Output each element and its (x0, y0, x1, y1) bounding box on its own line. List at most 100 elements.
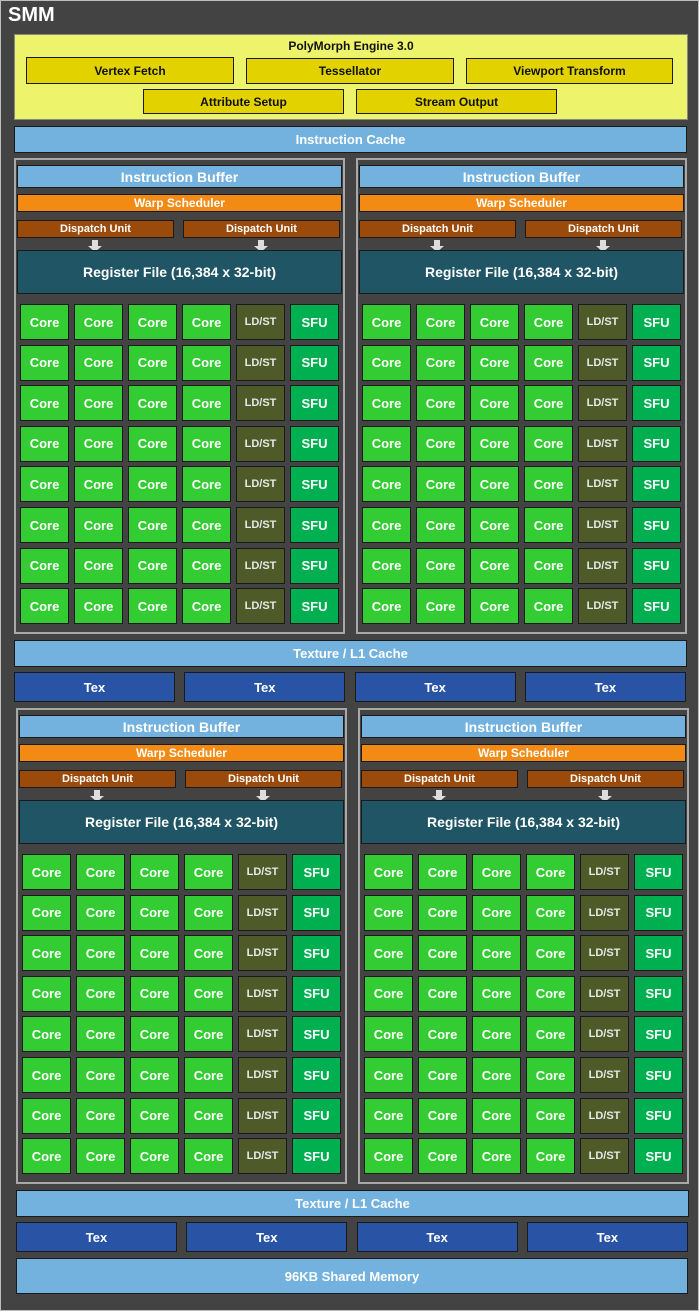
ld-st-unit: LD/ST (236, 425, 285, 462)
viewport-transform: Viewport Transform (466, 58, 673, 84)
register-file: Register File (16,384 x 32-bit) (361, 800, 686, 844)
core: Core (182, 304, 231, 340)
core: Core (20, 304, 69, 340)
dispatch-unit: Dispatch Unit (183, 220, 340, 238)
ld-st-unit: LD/ST (580, 854, 629, 890)
ld-st-unit: LD/ST (580, 1097, 629, 1134)
core: Core (418, 935, 467, 972)
shared-memory: 96KB Shared Memory (16, 1258, 688, 1294)
arrow-down-icon (430, 240, 444, 252)
sfu: SFU (292, 854, 341, 890)
core: Core (20, 507, 69, 543)
tex-unit: Tex (184, 672, 346, 702)
core: Core (128, 344, 177, 381)
sfu: SFU (292, 975, 341, 1012)
vertex-fetch: Vertex Fetch (26, 57, 234, 84)
ld-st-unit: LD/ST (236, 344, 285, 381)
core: Core (524, 385, 573, 422)
core: Core (362, 547, 411, 584)
sfu: SFU (290, 466, 339, 503)
ld-st-unit: LD/ST (236, 588, 285, 625)
core: Core (472, 1057, 521, 1093)
ld-st-unit: LD/ST (238, 894, 287, 931)
core: Core (364, 1057, 413, 1093)
sfu: SFU (290, 588, 339, 625)
dispatch-unit: Dispatch Unit (361, 770, 518, 788)
sfu: SFU (632, 304, 681, 340)
tex-unit: Tex (354, 672, 516, 702)
ld-st-unit: LD/ST (236, 466, 285, 503)
sfu: SFU (634, 935, 683, 972)
ld-st-unit: LD/ST (578, 385, 627, 422)
core: Core (182, 344, 231, 381)
sfu: SFU (292, 1097, 341, 1134)
ld-st-unit: LD/ST (238, 975, 287, 1012)
core: Core (470, 385, 519, 422)
core: Core (524, 425, 573, 462)
sfu: SFU (634, 1097, 683, 1134)
core: Core (20, 385, 69, 422)
core: Core (20, 344, 69, 381)
core: Core (418, 1016, 467, 1053)
core: Core (130, 854, 179, 890)
warp-scheduler: Warp Scheduler (359, 194, 684, 212)
ld-st-unit: LD/ST (578, 588, 627, 625)
core: Core (184, 1097, 233, 1134)
core: Core (472, 1138, 521, 1175)
sfu: SFU (290, 385, 339, 422)
core: Core (526, 1138, 575, 1175)
core: Core (184, 935, 233, 972)
arrow-down-icon (432, 790, 446, 802)
core: Core (22, 1138, 71, 1175)
core: Core (364, 1097, 413, 1134)
core: Core (130, 1138, 179, 1175)
core: Core (182, 385, 231, 422)
polymorph-title: PolyMorph Engine 3.0 (288, 39, 414, 53)
core: Core (184, 854, 233, 890)
attribute-setup: Attribute Setup (143, 89, 344, 114)
core: Core (526, 1097, 575, 1134)
tex-unit: Tex (524, 672, 686, 702)
processing-block-3 (16, 708, 347, 1184)
core: Core (184, 1057, 233, 1093)
warp-scheduler: Warp Scheduler (17, 194, 342, 212)
core: Core (526, 1016, 575, 1053)
core: Core (416, 425, 465, 462)
sfu: SFU (634, 894, 683, 931)
core: Core (76, 1016, 125, 1053)
core: Core (182, 425, 231, 462)
tex-unit: Tex (16, 1222, 177, 1252)
core: Core (184, 975, 233, 1012)
arrow-down-icon (254, 240, 268, 252)
arrow-down-icon (598, 790, 612, 802)
ld-st-unit: LD/ST (238, 1097, 287, 1134)
core: Core (472, 1097, 521, 1134)
core: Core (416, 466, 465, 503)
instruction-buffer: Instruction Buffer (19, 715, 344, 738)
arrow-down-icon (90, 790, 104, 802)
ld-st-unit: LD/ST (578, 304, 627, 340)
core: Core (364, 894, 413, 931)
core: Core (74, 588, 123, 625)
core: Core (524, 507, 573, 543)
ld-st-unit: LD/ST (580, 1057, 629, 1093)
core: Core (130, 1097, 179, 1134)
core: Core (524, 304, 573, 340)
core: Core (472, 935, 521, 972)
core: Core (472, 975, 521, 1012)
ld-st-unit: LD/ST (580, 894, 629, 931)
sfu: SFU (290, 304, 339, 340)
sfu: SFU (634, 1016, 683, 1053)
core: Core (74, 466, 123, 503)
core: Core (526, 935, 575, 972)
core: Core (130, 935, 179, 972)
core: Core (524, 588, 573, 625)
dispatch-unit: Dispatch Unit (185, 770, 342, 788)
core: Core (22, 1016, 71, 1053)
core: Core (128, 588, 177, 625)
core: Core (362, 425, 411, 462)
core: Core (362, 588, 411, 625)
ld-st-unit: LD/ST (580, 1138, 629, 1175)
sfu: SFU (634, 975, 683, 1012)
ld-st-unit: LD/ST (580, 1016, 629, 1053)
